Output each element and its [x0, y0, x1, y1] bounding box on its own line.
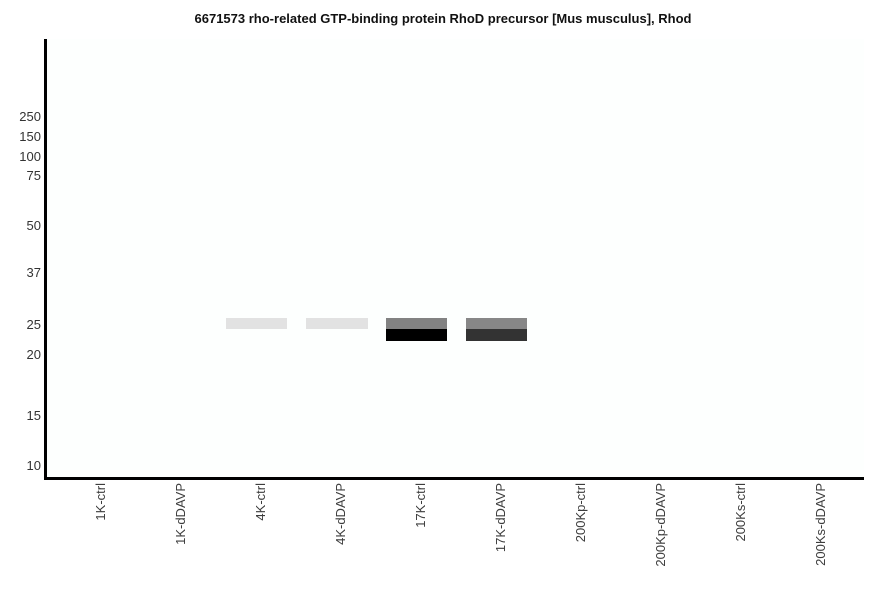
gel-band-17K-dDAVP: [466, 318, 527, 329]
lane-label-4K-ctrl: 4K-ctrl: [253, 483, 268, 521]
lane-label-200Ks-ctrl: 200Ks-ctrl: [733, 483, 748, 542]
gel-band-4K-dDAVP: [306, 318, 368, 329]
lane-label-17K-ctrl: 17K-ctrl: [413, 483, 428, 528]
lane-label-4K-dDAVP: 4K-dDAVP: [333, 483, 348, 545]
lane-label-1K-ctrl: 1K-ctrl: [93, 483, 108, 521]
figure-title: 6671573 rho-related GTP-binding protein …: [194, 11, 692, 26]
y-tick-label-250: 250: [19, 109, 41, 124]
gel-band-17K-ctrl: [386, 329, 447, 341]
y-tick-label-10: 10: [26, 458, 41, 473]
lane-label-17K-dDAVP: 17K-dDAVP: [493, 483, 508, 553]
lane-label-200Ks-dDAVP: 200Ks-dDAVP: [813, 483, 828, 566]
y-tick-label-150: 150: [19, 129, 41, 144]
y-tick-label-15: 15: [26, 408, 41, 423]
y-tick-label-25: 25: [26, 317, 41, 332]
lane-label-200Kp-dDAVP: 200Kp-dDAVP: [653, 483, 668, 567]
lane-label-200Kp-ctrl: 200Kp-ctrl: [573, 483, 588, 543]
y-tick-label-100: 100: [19, 149, 41, 164]
gel-band-4K-ctrl: [226, 318, 287, 329]
y-tick-label-50: 50: [26, 218, 41, 233]
plot-area: [44, 39, 864, 480]
y-tick-label-37: 37: [26, 265, 41, 280]
gel-band-17K-ctrl: [386, 318, 447, 329]
lane-label-1K-dDAVP: 1K-dDAVP: [173, 483, 188, 545]
gel-band-17K-dDAVP: [466, 329, 527, 341]
y-tick-label-20: 20: [26, 347, 41, 362]
y-tick-label-75: 75: [26, 168, 41, 183]
